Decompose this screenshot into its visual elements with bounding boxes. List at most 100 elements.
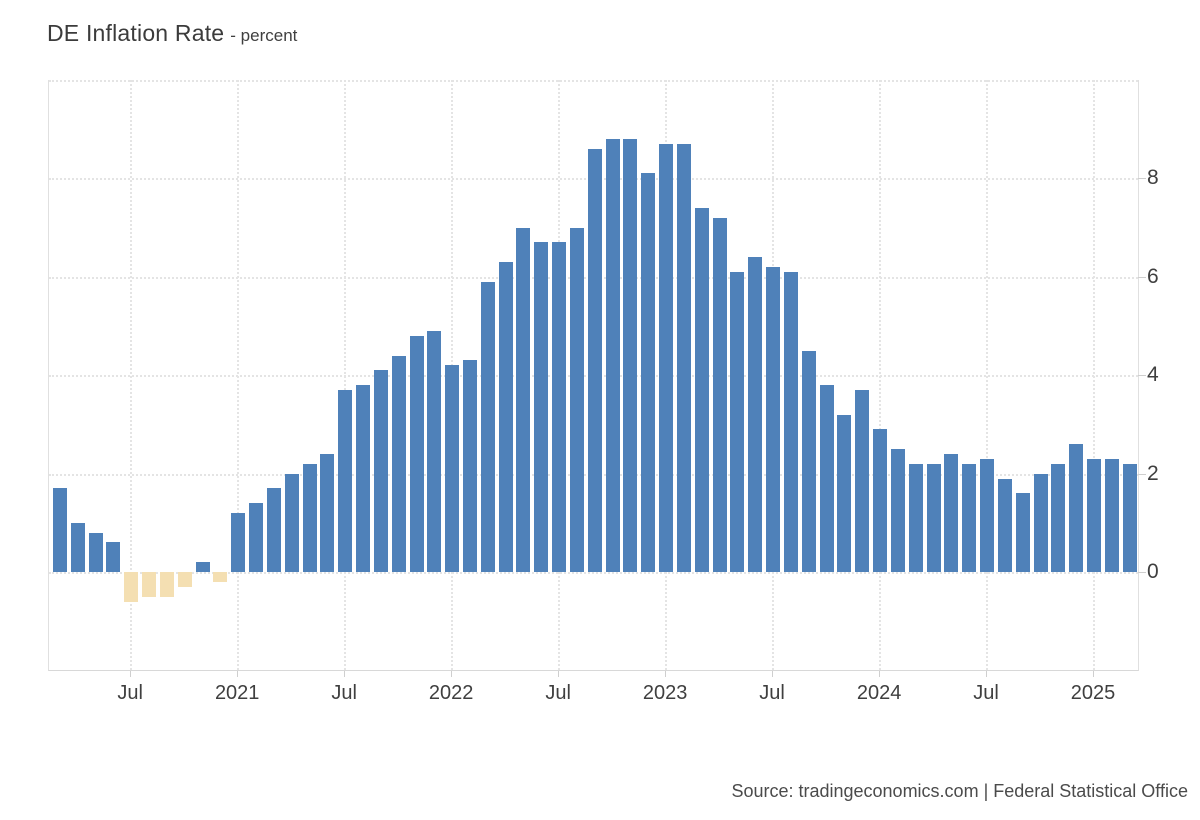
bar-2021-07[interactable]: [338, 389, 353, 572]
chart-title-block: DE Inflation Rate - percent: [47, 20, 297, 47]
x-axis-tick-2025-01: [1093, 671, 1095, 677]
y-axis-label-6: 6: [1147, 264, 1159, 288]
x-gridline-2021-01: [237, 80, 240, 670]
y-axis-tick-0: [1137, 572, 1146, 573]
bar-2020-03[interactable]: [52, 488, 67, 572]
bar-2022-09[interactable]: [587, 148, 602, 572]
bar-2023-11[interactable]: [837, 414, 852, 572]
bar-2024-07[interactable]: [980, 458, 995, 572]
x-gridline-2021-07: [344, 80, 347, 670]
bar-2021-02[interactable]: [249, 503, 264, 572]
bar-2024-02[interactable]: [890, 449, 905, 572]
bar-2023-08[interactable]: [783, 271, 798, 572]
bar-2024-12[interactable]: [1069, 444, 1084, 572]
bar-2023-09[interactable]: [801, 350, 816, 572]
bar-2022-08[interactable]: [569, 227, 584, 572]
bar-2021-03[interactable]: [266, 488, 281, 572]
bar-2022-06[interactable]: [534, 242, 549, 572]
x-gridline-2020-07: [130, 80, 133, 670]
y-axis-label-2: 2: [1147, 461, 1159, 485]
bar-2023-12[interactable]: [855, 389, 870, 572]
bar-2024-03[interactable]: [908, 463, 923, 572]
x-axis-label-2023-07: Jul: [759, 682, 785, 704]
bar-2022-07[interactable]: [552, 242, 567, 572]
x-axis-label-2025-01: 2025: [1070, 682, 1116, 704]
y-axis-tick-4: [1137, 375, 1146, 377]
x-axis-tick-2024-07: [986, 671, 988, 677]
bar-2023-05[interactable]: [730, 271, 745, 572]
bar-2023-01[interactable]: [659, 143, 674, 572]
x-axis-tick-2024-01: [879, 671, 881, 677]
bar-2025-02[interactable]: [1104, 458, 1119, 572]
bar-2023-03[interactable]: [694, 207, 709, 572]
y-gridline-0: [49, 572, 1138, 574]
x-axis-tick-2022-07: [558, 671, 560, 677]
bar-2022-04[interactable]: [498, 262, 513, 572]
bar-2021-05[interactable]: [302, 463, 317, 572]
x-axis-tick-2021-01: [237, 671, 239, 677]
bar-2024-06[interactable]: [962, 463, 977, 572]
bar-2024-01[interactable]: [873, 429, 888, 572]
x-axis-tick-2023-01: [665, 671, 667, 677]
x-gridline-2024-07: [986, 80, 989, 670]
bar-2024-11[interactable]: [1051, 463, 1066, 572]
bar-2021-12[interactable]: [427, 330, 442, 572]
x-axis-tick-2023-07: [772, 671, 774, 677]
bar-2021-09[interactable]: [373, 370, 388, 572]
bar-2023-07[interactable]: [766, 266, 781, 572]
x-axis-label-2021-07: Jul: [331, 682, 357, 704]
bar-2022-05[interactable]: [516, 227, 531, 572]
bar-2020-04[interactable]: [70, 522, 85, 572]
bar-2022-12[interactable]: [641, 173, 656, 572]
y-axis-label-8: 8: [1147, 166, 1159, 190]
bar-2020-07[interactable]: [124, 572, 139, 602]
bar-2020-12[interactable]: [213, 572, 228, 582]
bar-2024-04[interactable]: [926, 463, 941, 572]
bar-2020-05[interactable]: [88, 532, 103, 572]
bar-2025-01[interactable]: [1087, 458, 1102, 572]
bar-2023-02[interactable]: [676, 143, 691, 572]
bar-2021-11[interactable]: [409, 335, 424, 572]
y-axis-tick-8: [1137, 178, 1146, 180]
bar-2020-08[interactable]: [142, 572, 157, 597]
bar-2024-10[interactable]: [1033, 473, 1048, 572]
y-gridline-10: [49, 80, 1138, 82]
x-axis-tick-2022-01: [451, 671, 453, 677]
x-axis-label-2023-01: 2023: [642, 682, 688, 704]
bar-2021-08[interactable]: [356, 385, 370, 572]
x-axis-label-2024-07: Jul: [973, 682, 999, 704]
x-gridline-2025-01: [1093, 80, 1096, 670]
bar-2023-10[interactable]: [819, 385, 834, 572]
x-axis-tick-2020-07: [130, 671, 132, 677]
x-axis-label-2022-07: Jul: [545, 682, 571, 704]
bar-2023-06[interactable]: [748, 257, 763, 572]
bar-2022-01[interactable]: [445, 365, 460, 572]
bar-2020-11[interactable]: [195, 562, 210, 572]
y-axis-tick-2: [1137, 473, 1146, 475]
x-axis-tick-2021-07: [344, 671, 346, 677]
bar-2021-01[interactable]: [231, 512, 246, 572]
bar-2022-11[interactable]: [623, 139, 638, 572]
chart-plot-area[interactable]: [48, 80, 1139, 671]
bar-2024-08[interactable]: [997, 478, 1012, 572]
bar-2025-03[interactable]: [1122, 463, 1137, 572]
bar-2024-05[interactable]: [944, 453, 959, 572]
bar-2021-06[interactable]: [320, 453, 335, 572]
x-axis-label-2024-01: 2024: [856, 682, 902, 704]
bar-2022-10[interactable]: [605, 139, 620, 572]
x-axis-label-2021-01: 2021: [214, 682, 260, 704]
bar-2023-04[interactable]: [712, 217, 727, 572]
bar-2021-04[interactable]: [284, 473, 299, 572]
y-axis-tick-6: [1137, 276, 1146, 278]
bar-2024-09[interactable]: [1015, 493, 1030, 572]
bar-2021-10[interactable]: [391, 355, 406, 572]
bar-2020-09[interactable]: [159, 572, 174, 597]
y-axis-label-0: 0: [1147, 560, 1159, 583]
bar-2020-10[interactable]: [177, 572, 192, 587]
chart-subtitle: - percent: [230, 26, 298, 45]
x-axis-label-2020-07: Jul: [117, 682, 143, 704]
bar-2022-03[interactable]: [480, 281, 495, 572]
bar-2020-06[interactable]: [106, 542, 121, 572]
bar-2022-02[interactable]: [462, 360, 477, 572]
